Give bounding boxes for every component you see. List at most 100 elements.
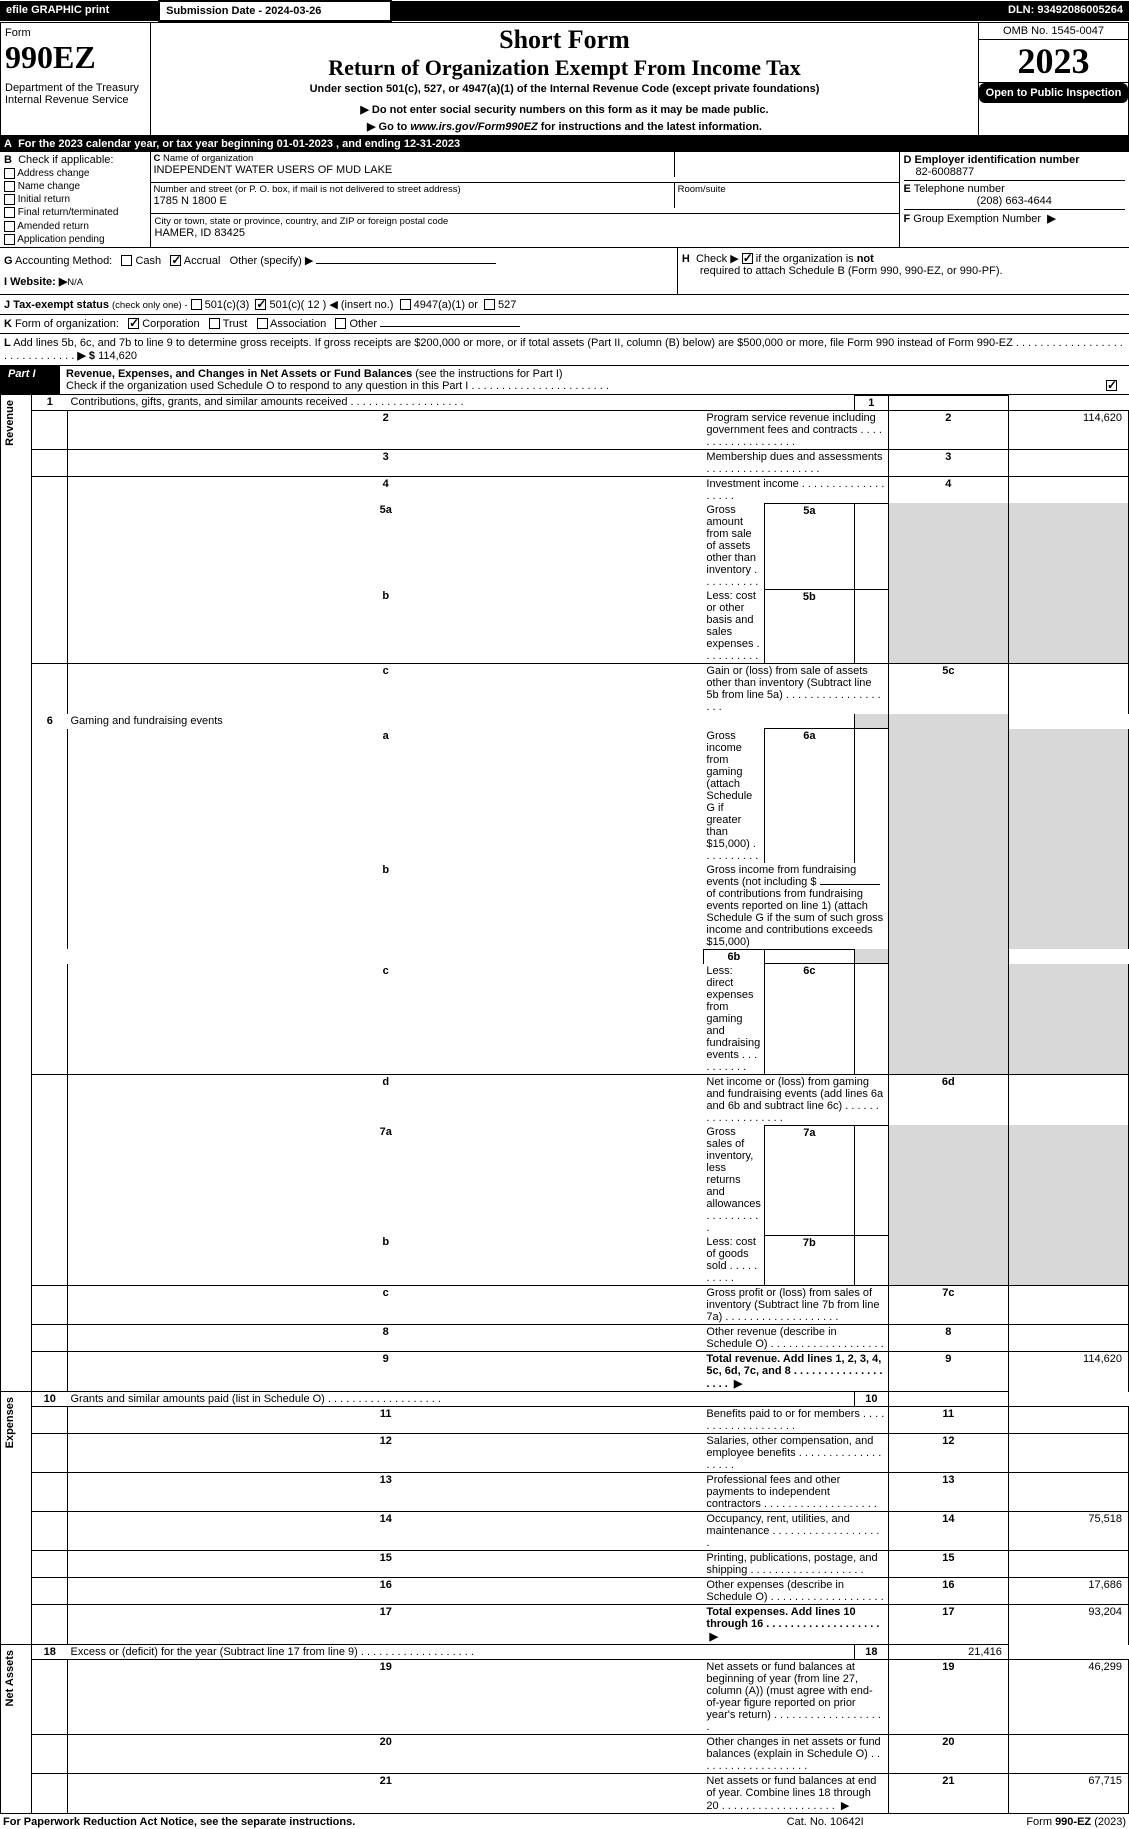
part1-title: Revenue, Expenses, and Changes in Net As… [66,368,412,380]
j-small: (check only one) - [112,300,188,311]
b-item-checkbox[interactable] [4,168,15,179]
line-num: a [68,729,704,863]
line-value [1008,449,1128,476]
b-item-checkbox[interactable] [4,207,15,218]
omb-number: OMB No. 1545-0047 [979,23,1128,40]
line-num: 18 [32,1645,68,1660]
sub-box: 6a [764,729,854,863]
line-value [1008,664,1128,715]
line-text: Net assets or fund balances at end of ye… [703,1774,888,1814]
d-label: Employer identification number [915,154,1080,166]
line-box: 15 [888,1551,1008,1578]
line-num: b [68,863,704,950]
sub-value [854,964,888,1075]
ssn-note: ▶ Do not enter social security numbers o… [159,103,970,116]
line-num: 3 [68,449,704,476]
line-box: 8 [888,1325,1008,1352]
line-text: Other changes in net assets or fund bala… [703,1735,888,1774]
part1-checkbox[interactable] [1106,380,1117,391]
j-4947-checkbox[interactable] [400,299,411,310]
k-other-checkbox[interactable] [335,318,346,329]
line-num: b [68,589,704,664]
line-text: Total revenue. Add lines 1, 2, 3, 4, 5c,… [703,1352,888,1392]
irs-link[interactable]: www.irs.gov/Form990EZ [410,121,537,133]
line-num: 10 [32,1392,68,1407]
line-num: 1 [32,395,68,410]
line-num: 14 [68,1512,704,1551]
other-label: Other (specify) ▶ [230,255,314,267]
k-trust-checkbox[interactable] [209,318,220,329]
line-value [1008,1074,1128,1125]
line-text: Gross income from fundraising events (no… [703,863,888,950]
line-text: Gross income from gaming (attach Schedul… [703,729,764,863]
b-item-checkbox[interactable] [4,234,15,245]
line-text: Total expenses. Add lines 10 through 16 … [703,1605,888,1645]
line-value: 46,299 [1008,1660,1128,1735]
shade-cell [888,1125,1008,1235]
part1-instr: (see the instructions for Part I) [415,368,562,380]
j-501c3-checkbox[interactable] [191,299,202,310]
line-text: Excess or (deficit) for the year (Subtra… [68,1645,855,1660]
b-item-checkbox[interactable] [4,194,15,205]
b-item: Application pending [4,234,146,245]
b-item-checkbox[interactable] [4,221,15,232]
line-value [1008,1735,1128,1774]
k-o4: Other [349,318,377,330]
shade-cell [1008,1125,1128,1235]
j-o4: 527 [498,299,516,311]
line-num: 13 [68,1473,704,1512]
line-num: 4 [68,476,704,503]
l-text: Add lines 5b, 6c, and 7b to line 9 to de… [13,337,1013,349]
dept-treasury: Department of the Treasury Internal Reve… [5,82,146,106]
line-box: 18 [854,1645,888,1660]
cash-checkbox[interactable] [121,255,132,266]
line-text: Net income or (loss) from gaming and fun… [703,1074,888,1125]
j-o3: 4947(a)(1) or [414,299,478,311]
shade-cell [888,863,1008,950]
line-text: Benefits paid to or for members . . . . … [703,1407,888,1434]
line-value [1008,1473,1128,1512]
accrual-checkbox[interactable] [170,255,181,266]
j-501c-checkbox[interactable] [255,299,266,310]
line-box: 17 [888,1605,1008,1645]
cash-label: Cash [135,255,161,267]
line-num: 17 [68,1605,704,1645]
shade-cell [1008,503,1128,589]
efile-link[interactable]: efile GRAPHIC print [0,1,159,21]
open-public-badge: Open to Public Inspection [979,83,1128,103]
line-value [888,1392,1008,1407]
j-527-checkbox[interactable] [484,299,495,310]
line-value [1008,1325,1128,1352]
sub-box: 5b [764,589,854,664]
line-box: 21 [888,1774,1008,1814]
footer-form-b: 990-EZ [1055,1816,1091,1828]
shade-cell [1008,589,1128,664]
line-box: 20 [888,1735,1008,1774]
line-num: 6 [32,714,68,729]
line-text: Gaming and fundraising events [68,714,855,729]
line-text: Program service revenue including govern… [703,410,888,449]
line-value: 114,620 [1008,410,1128,449]
k-corp-checkbox[interactable] [128,318,139,329]
org-name: INDEPENDENT WATER USERS OF MUD LAKE [154,164,671,176]
line-a: For the 2023 calendar year, or tax year … [18,138,460,150]
line-num: 11 [68,1407,704,1434]
line-text: Gain or (loss) from sale of assets other… [703,664,888,715]
line-text: Salaries, other compensation, and employ… [703,1434,888,1473]
part1-check-text: Check if the organization used Schedule … [66,380,468,392]
line-text: Less: cost of goods sold . . . . . . . .… [703,1235,764,1286]
shade-cell [1008,1235,1128,1286]
shade-cell [888,729,1008,863]
h-checkbox[interactable] [742,253,753,264]
line-box: 16 [888,1578,1008,1605]
line-box: 3 [888,449,1008,476]
line-value [1008,1551,1128,1578]
line-num: c [68,664,704,715]
sub-value [854,589,888,664]
k-assoc-checkbox[interactable] [257,318,268,329]
b-item-checkbox[interactable] [4,181,15,192]
line-num: 19 [68,1660,704,1735]
line-num: 20 [68,1735,704,1774]
line-text: Contributions, gifts, grants, and simila… [68,395,855,410]
part1-label: Part I [0,366,60,395]
